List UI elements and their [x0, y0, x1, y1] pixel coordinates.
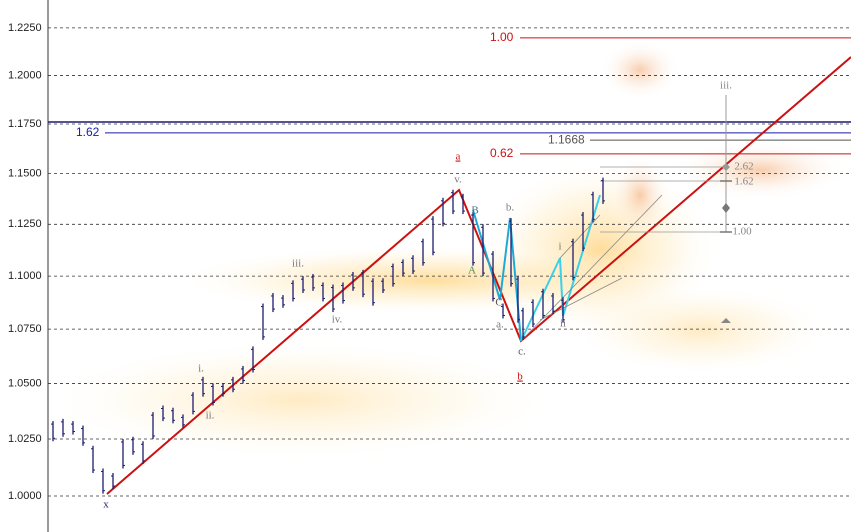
- level-label: 1.00: [490, 30, 514, 44]
- y-tick-label: 1.1750: [8, 118, 42, 130]
- wave-label: 1.62: [734, 176, 753, 188]
- level-label: 1.62: [76, 125, 100, 139]
- y-tick-label: 1.2250: [8, 22, 42, 34]
- wave-label: A: [468, 265, 476, 277]
- wave-label: iii.: [720, 80, 732, 92]
- grid: 1.0000 1.0250 1.0500 1.0750 1.1000 1.1250 1.15…: [8, 22, 851, 502]
- wave-label: iii.: [292, 258, 304, 270]
- wave-label: a: [456, 151, 461, 163]
- wave-label: i.: [198, 363, 204, 375]
- wave-label: x: [103, 499, 109, 511]
- annotations: abxi.ii.iii.iv.v.BACb.a.c.iiiiii.2.621.6…: [103, 80, 753, 511]
- wave-label: 2.62: [734, 161, 753, 173]
- y-tick-label: 1.1500: [8, 168, 42, 180]
- y-tick-label: 1.2000: [8, 69, 42, 81]
- wave-label: 1.00: [732, 226, 752, 238]
- wave-label: C: [495, 297, 502, 309]
- wave-label: b: [517, 371, 523, 383]
- wave-label: ii: [560, 318, 566, 330]
- wave-label: i: [558, 241, 561, 253]
- trend-lines: [106, 56, 851, 495]
- y-tick-label: 1.0250: [8, 433, 42, 445]
- wave-label: B: [471, 205, 478, 217]
- y-tick-label: 1.1000: [8, 270, 42, 282]
- y-tick-label: 1.1250: [8, 218, 42, 230]
- wave-label: iv.: [332, 314, 343, 326]
- wave-label: b.: [506, 202, 515, 214]
- y-tick-label: 1.0000: [8, 490, 42, 502]
- background-glow: [40, 40, 850, 460]
- wave-label: c.: [518, 346, 526, 358]
- wave-label: v.: [454, 174, 462, 186]
- y-tick-label: 1.0500: [8, 377, 42, 389]
- y-tick-label: 1.0750: [8, 323, 42, 335]
- wave-label: ii.: [206, 410, 215, 422]
- wave-label: a.: [496, 319, 504, 331]
- levels: 1.00 0.62 1.62 1.1668: [48, 30, 851, 160]
- level-label: 0.62: [490, 146, 514, 160]
- level-label: 1.1668: [548, 132, 585, 146]
- price-bars: [51, 177, 605, 494]
